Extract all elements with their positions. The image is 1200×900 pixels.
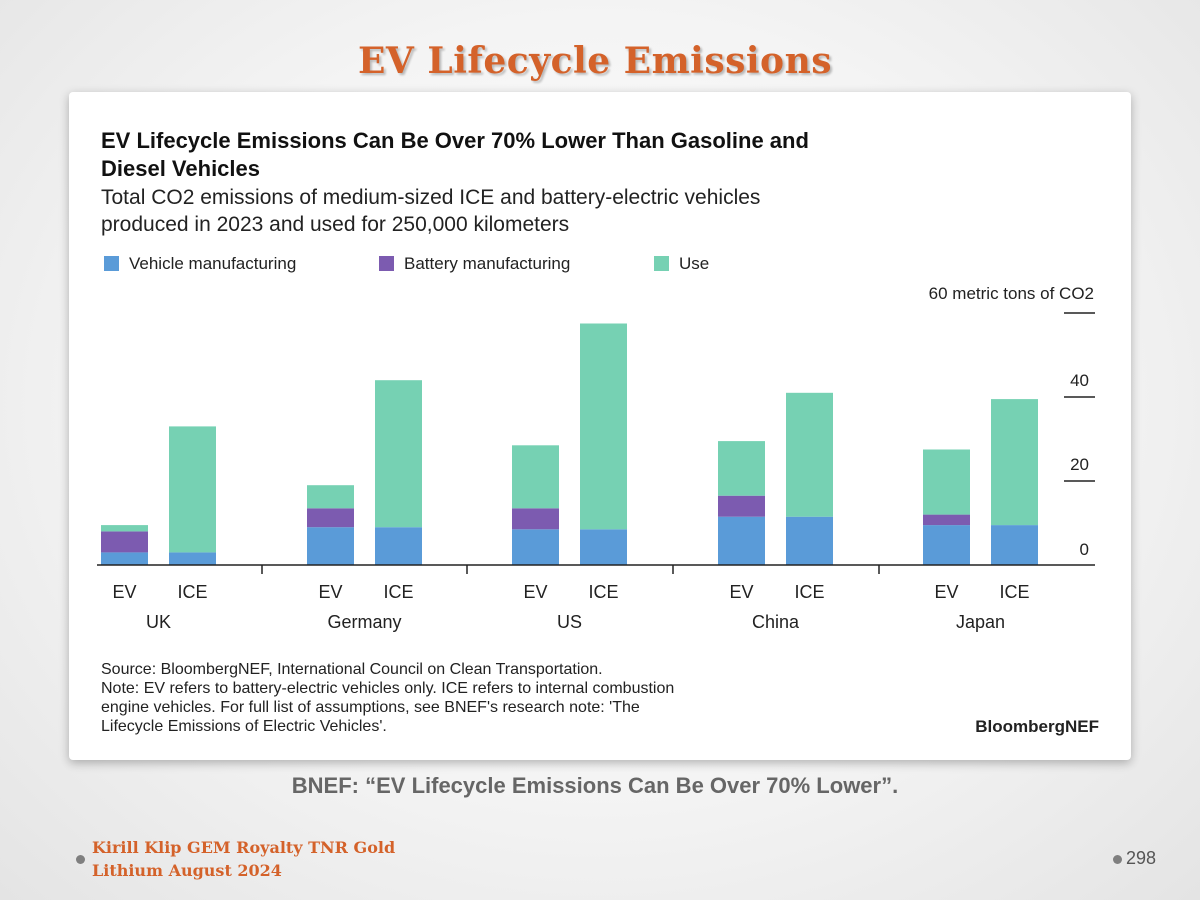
note-line-1: engine vehicles. For full list of assump… (101, 699, 640, 716)
note-line-2: Lifecycle Emissions of Electric Vehicles… (101, 718, 387, 735)
legend-label-2: Use (679, 254, 709, 273)
legend-swatch-2 (654, 256, 669, 271)
y-tick-label-0: 0 (1080, 540, 1089, 559)
x-tick-label-6: EV (729, 582, 753, 602)
page-number: 298 (1126, 848, 1157, 868)
bar-japan-ev-2 (923, 449, 970, 515)
brand-logo: BloombergNEF (975, 717, 1099, 736)
bar-china-ev-1 (718, 495, 765, 517)
bar-us-ice-2 (580, 323, 627, 530)
x-group-label-1: Germany (327, 612, 401, 632)
notes: Note: EV refers to battery-electric vehi… (101, 680, 674, 735)
x-group-label-2: US (557, 612, 582, 632)
bar-china-ice-2 (786, 392, 833, 517)
note-line-0: Note: EV refers to battery-electric vehi… (101, 680, 674, 697)
bullet-left-icon (76, 855, 85, 864)
bar-uk-ev-1 (101, 531, 148, 553)
bar-germany-ev-1 (307, 508, 354, 528)
y-tick-label-40: 40 (1070, 371, 1089, 390)
bar-uk-ice-0 (169, 552, 216, 565)
bar-germany-ice-0 (375, 527, 422, 565)
x-tick-label-5: ICE (588, 582, 618, 602)
chart-title-line2: Diesel Vehicles (101, 156, 260, 181)
bar-japan-ev-0 (923, 525, 970, 565)
bar-china-ev-0 (718, 516, 765, 565)
bar-japan-ev-1 (923, 514, 970, 526)
bar-uk-ev-0 (101, 552, 148, 565)
bar-us-ev-0 (512, 529, 559, 565)
legend-label-1: Battery manufacturing (404, 254, 570, 273)
author-credit: Kirill Klip GEM Royalty TNR Gold Lithium… (92, 836, 395, 882)
x-axis: EV ICE EV ICE EV ICE EV ICE EV ICE UK Germany US Chin… (97, 564, 1095, 632)
bar-japan-ice-2 (991, 399, 1038, 526)
bar-us-ice-0 (580, 529, 627, 565)
x-tick-label-1: ICE (177, 582, 207, 602)
bar-uk-ice-2 (169, 426, 216, 553)
x-tick-label-8: EV (934, 582, 958, 602)
x-tick-label-3: ICE (383, 582, 413, 602)
bars (101, 323, 1038, 565)
x-tick-label-0: EV (112, 582, 136, 602)
bar-us-ev-2 (512, 445, 559, 509)
chart-title-line1: EV Lifecycle Emissions Can Be Over 70% L… (101, 128, 809, 153)
x-group-label-0: UK (146, 612, 171, 632)
legend-swatch-0 (104, 256, 119, 271)
bar-japan-ice-0 (991, 525, 1038, 565)
legend-label-0: Vehicle manufacturing (129, 254, 296, 273)
bar-germany-ev-0 (307, 527, 354, 565)
slide-caption: BNEF: “EV Lifecycle Emissions Can Be Ove… (291, 773, 899, 798)
x-group-label-3: China (752, 612, 800, 632)
source-text: Source: BloombergNEF, International Coun… (101, 661, 603, 678)
bar-germany-ice-2 (375, 380, 422, 528)
bar-china-ev-2 (718, 441, 765, 496)
x-tick-label-7: ICE (794, 582, 824, 602)
credit-line-2: Lithium August 2024 (92, 861, 282, 880)
bar-uk-ev-2 (101, 525, 148, 532)
x-tick-label-2: EV (318, 582, 342, 602)
slide-title: EV Lifecycle Emissions (357, 40, 833, 82)
chart-subtitle-line2: produced in 2023 and used for 250,000 ki… (101, 213, 569, 236)
y-axis-label: 60 metric tons of CO2 (929, 284, 1094, 303)
chart-card: EV Lifecycle Emissions Can Be Over 70% L… (69, 92, 1131, 760)
y-tick-label-20: 20 (1070, 455, 1089, 474)
chart: EV Lifecycle Emissions Can Be Over 70% L… (97, 128, 1099, 736)
chart-subtitle-line1: Total CO2 emissions of medium-sized ICE … (101, 186, 760, 209)
bar-china-ice-0 (786, 516, 833, 565)
bar-us-ev-1 (512, 508, 559, 530)
x-tick-label-4: EV (523, 582, 547, 602)
legend: Vehicle manufacturing Battery manufacturi… (104, 254, 709, 273)
x-tick-label-9: ICE (999, 582, 1029, 602)
credit-line-1: Kirill Klip GEM Royalty TNR Gold (92, 838, 396, 857)
bar-germany-ev-2 (307, 485, 354, 509)
y-axis: 0 20 40 (1064, 312, 1095, 559)
x-group-label-4: Japan (956, 612, 1005, 632)
legend-swatch-1 (379, 256, 394, 271)
bullet-right-icon (1113, 855, 1122, 864)
